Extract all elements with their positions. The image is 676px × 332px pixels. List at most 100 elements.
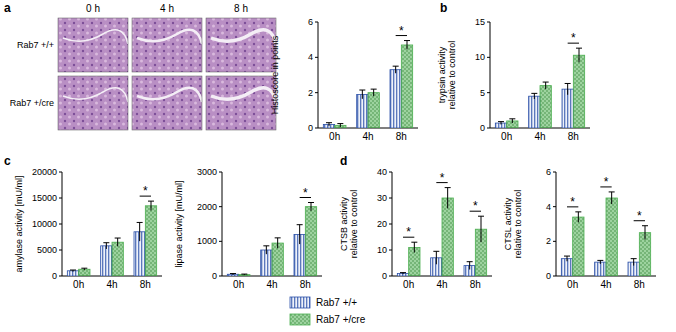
marks (323, 41, 412, 128)
axis-label: CTSB activity (339, 196, 349, 251)
tick (315, 92, 318, 93)
axis-label: Histoscore in points (270, 35, 280, 114)
histology-image (206, 76, 276, 130)
significance-mark: * (604, 175, 609, 189)
error-bar (148, 201, 154, 210)
bar (397, 273, 408, 276)
tick-label: 4 (308, 52, 313, 62)
category-label: 8h (568, 131, 579, 142)
error-bar (81, 268, 87, 270)
category-label: 4h (106, 279, 117, 290)
tick (487, 57, 490, 58)
tick (59, 276, 62, 277)
bar (239, 275, 250, 276)
category-label: 4h (534, 131, 545, 142)
bar (101, 246, 112, 276)
error-bar (478, 216, 484, 242)
error-bar (411, 242, 417, 252)
tick (389, 198, 392, 199)
tick (389, 276, 392, 277)
bar (145, 206, 156, 276)
tick-label: 40 (377, 167, 387, 177)
bar (112, 242, 123, 276)
tick-label: 20 (377, 219, 387, 229)
histology-image (132, 18, 202, 72)
category-label: 4h (436, 279, 447, 290)
axis-label: CTSL activity (503, 197, 513, 250)
figure: a0 h4 h8 hRab7 +/+Rab7 +/creHistoscore i… (0, 0, 676, 332)
bar (305, 207, 316, 276)
histology-image (132, 76, 202, 130)
error-bar (565, 83, 571, 94)
category-label: 0h (329, 131, 340, 142)
error-bar (359, 90, 365, 99)
tick (219, 241, 222, 242)
tick-label: 2 (308, 88, 313, 98)
bar (540, 86, 551, 128)
tick-label: 6 (308, 17, 313, 27)
histology-gap (137, 88, 202, 102)
marks (67, 201, 156, 276)
tick-label: 2 (546, 236, 551, 246)
tick-label: 4 (546, 202, 551, 212)
histology-gap (63, 88, 128, 102)
tick-label: 1000 (197, 236, 217, 246)
error-bar (467, 262, 473, 270)
tick-label: 2000 (197, 202, 217, 212)
axis-label: amylase activity [mU/ml] (14, 175, 24, 272)
tick (219, 206, 222, 207)
marks (561, 192, 650, 276)
bar (357, 94, 368, 128)
error-bar (115, 238, 121, 246)
histology-gap (211, 30, 276, 44)
error-bar (70, 270, 76, 272)
bar (562, 89, 573, 128)
error-bar (543, 82, 549, 89)
histology-image (58, 76, 128, 130)
panel-label: a (4, 1, 11, 15)
y-axis (222, 172, 223, 276)
histology-image (58, 18, 128, 72)
bar (401, 45, 412, 128)
significance-mark: * (570, 195, 575, 209)
tick (553, 276, 556, 277)
legend-swatch (290, 297, 310, 308)
error-bar (400, 273, 406, 275)
tick-label: 10 (377, 245, 387, 255)
image-frame (206, 76, 276, 130)
tick-label: 10 (475, 52, 485, 62)
marks (227, 203, 316, 276)
chart: dCTSB activityrelative to control0102030… (339, 154, 492, 290)
tick-label: 0 (52, 271, 57, 281)
error-bar (445, 188, 451, 209)
row-label: Rab7 +/+ (17, 40, 54, 50)
error-bar (631, 259, 637, 266)
tick (59, 172, 62, 173)
y-axis (318, 22, 319, 128)
tick (59, 250, 62, 251)
y-axis (556, 172, 557, 276)
significance-mark: * (571, 31, 576, 45)
axis-label: trypsin activity (437, 46, 447, 103)
panel-label: c (4, 154, 11, 168)
image-frame (132, 18, 202, 72)
bar (67, 271, 78, 276)
error-bar (575, 212, 581, 222)
error-bar (509, 119, 515, 123)
error-bar (326, 123, 332, 127)
error-bar (308, 203, 314, 211)
category-label: 8h (140, 279, 151, 290)
tick-label: 30 (377, 193, 387, 203)
histology-gap (63, 30, 128, 44)
tick (487, 92, 490, 93)
tick-label: 5000 (37, 245, 57, 255)
category-label: 8h (396, 131, 407, 142)
error-bar (531, 93, 537, 99)
tick (389, 172, 392, 173)
error-bar (609, 192, 615, 204)
error-bar (137, 222, 143, 241)
error-bar (263, 246, 269, 254)
category-label: 0h (403, 279, 414, 290)
tick (487, 22, 490, 23)
significance-mark: * (399, 24, 404, 38)
